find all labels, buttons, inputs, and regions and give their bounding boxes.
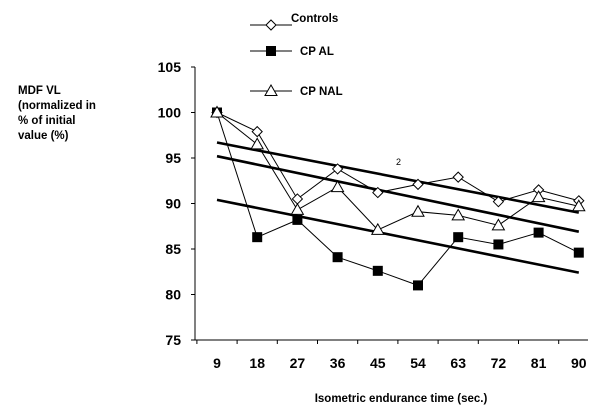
trendline xyxy=(216,198,580,274)
data-point-controls xyxy=(372,186,384,199)
y-tick-label: 95 xyxy=(165,150,181,166)
series-group xyxy=(210,105,586,291)
data-point-cp-nal xyxy=(210,105,224,118)
legend-item-controls: Controls xyxy=(250,13,338,31)
y-tick-label: 80 xyxy=(165,287,181,303)
x-tick-label: 45 xyxy=(370,355,386,371)
data-point-controls xyxy=(331,163,344,175)
legend-label-controls: Controls xyxy=(291,13,338,25)
data-point-cp-nal xyxy=(531,190,546,203)
data-point-cp-nal xyxy=(370,222,385,235)
axes: 75 80 85 90 95 100 105 9 18 27 36 45 54 63 72 81 90 xyxy=(158,59,588,371)
data-point-cp-al xyxy=(493,239,504,250)
y-axis-label-line-3: % of initial xyxy=(18,115,76,127)
legend-label-cp-nal: CP NAL xyxy=(300,86,343,98)
y-axis-label-line-2: (normalized in xyxy=(18,100,96,112)
legend: Controls CP AL CP NAL xyxy=(250,13,343,98)
y-axis-label-line-4: value (%) xyxy=(18,130,69,142)
data-point-cp-al xyxy=(332,252,343,263)
legend-item-cp-al: CP AL xyxy=(250,46,334,58)
data-point-controls xyxy=(452,171,464,183)
data-point-cp-nal xyxy=(250,137,265,150)
x-axis-label: Isometric endurance time (sec.) xyxy=(315,393,488,405)
trendline xyxy=(216,154,580,233)
trendlines xyxy=(216,141,580,274)
data-point-controls xyxy=(251,125,263,138)
series-line-cp-nal xyxy=(216,112,579,231)
data-point-controls xyxy=(291,193,304,205)
x-tick-label: 36 xyxy=(330,355,346,371)
data-point-cp-nal xyxy=(411,204,425,217)
y-axis-label: MDF VL (normalized in % of initial value… xyxy=(18,84,96,144)
series-cp-nal xyxy=(210,105,586,235)
data-point-cp-nal xyxy=(451,208,466,221)
series-line-cp-al xyxy=(216,112,580,286)
y-tick-label: 75 xyxy=(165,332,181,348)
data-point-cp-nal xyxy=(290,202,305,215)
data-point-controls xyxy=(412,178,424,191)
chart-annotation: 2 xyxy=(396,157,401,167)
y-tick-label: 105 xyxy=(158,59,182,75)
x-tick-label: 18 xyxy=(249,355,265,371)
legend-marker-controls xyxy=(265,19,277,31)
series-line-controls xyxy=(216,112,579,203)
y-axis-label-line-1: MDF VL xyxy=(18,85,61,97)
y-tick-label: 100 xyxy=(158,105,182,121)
y-tick-label: 85 xyxy=(165,241,181,257)
legend-item-cp-nal: CP NAL xyxy=(250,83,343,98)
legend-marker-cp-al xyxy=(266,46,276,56)
x-tick-label: 63 xyxy=(450,355,466,371)
data-point-cp-nal xyxy=(571,199,586,212)
y-tick-label: 90 xyxy=(165,196,181,212)
legend-marker-cp-nal xyxy=(264,83,278,96)
x-tick-label: 72 xyxy=(491,355,507,371)
data-point-cp-nal xyxy=(330,180,345,193)
data-point-cp-al xyxy=(372,265,383,276)
x-tick-label: 9 xyxy=(213,355,221,371)
data-point-cp-al xyxy=(252,232,263,243)
x-tick-label: 81 xyxy=(531,355,547,371)
x-tick-label: 54 xyxy=(410,355,426,371)
legend-label-cp-al: CP AL xyxy=(300,46,334,58)
data-point-cp-al xyxy=(533,227,544,238)
trendline xyxy=(216,141,580,214)
x-tick-label: 90 xyxy=(571,355,587,371)
data-point-controls xyxy=(492,195,505,208)
data-point-cp-al xyxy=(453,232,464,243)
data-point-cp-nal xyxy=(491,218,506,231)
x-tick-label: 27 xyxy=(290,355,306,371)
data-point-cp-al xyxy=(292,214,303,225)
data-point-cp-al xyxy=(413,280,423,291)
data-point-cp-al xyxy=(573,247,584,258)
